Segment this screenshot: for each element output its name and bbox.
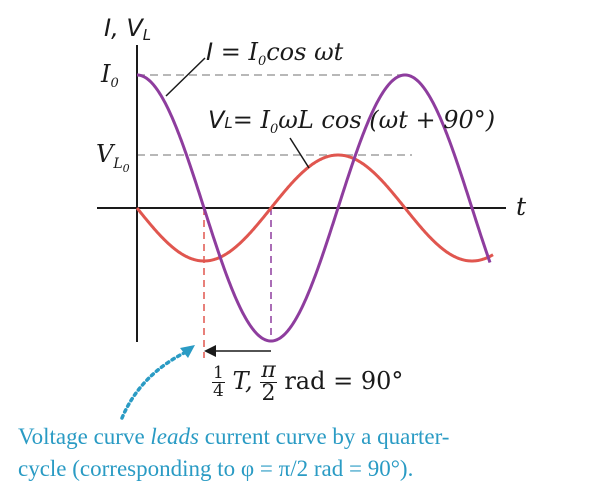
vl0-tick-label: VL0 <box>96 140 130 175</box>
caption-line-1: Voltage curve leads current curve by a q… <box>18 424 450 449</box>
caption-line-2: cycle (corresponding to φ = π/2 rad = 90… <box>18 456 414 481</box>
current-curve <box>137 73 492 343</box>
t-axis-label: t <box>516 192 527 221</box>
voltage-equation: VL= I0ωL cos (ωt + 90°) <box>208 106 496 137</box>
current-equation: I = I0cos ωt <box>206 38 344 69</box>
voltage-curve <box>135 153 494 263</box>
caption-pointer <box>120 350 188 420</box>
caption-pointer-head <box>180 345 195 358</box>
voltage-label-leader <box>289 137 310 169</box>
phase-arrow-head <box>204 345 216 357</box>
y-axis-label: I, VL <box>104 14 152 44</box>
i0-tick-label: I0 <box>101 60 119 91</box>
current-label-leader <box>165 57 206 97</box>
